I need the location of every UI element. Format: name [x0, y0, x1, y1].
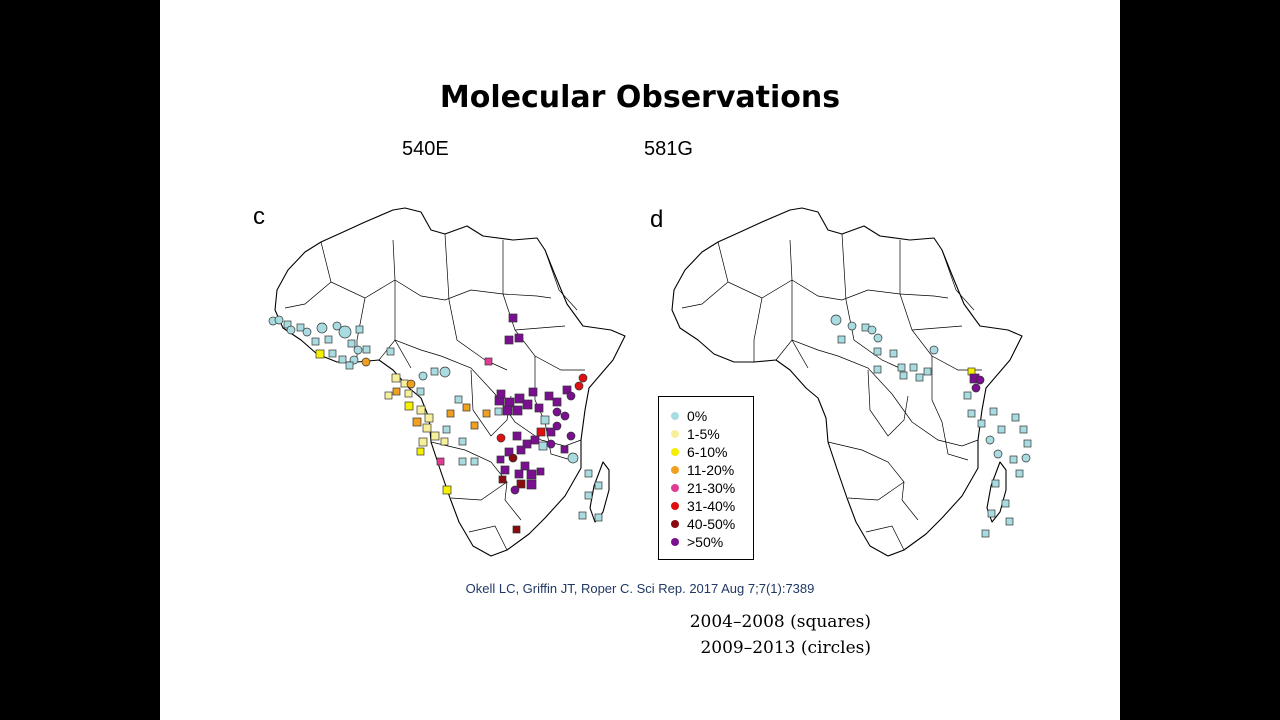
legend-swatch — [671, 466, 679, 475]
legend-swatch — [671, 430, 679, 439]
survey-markers — [268, 313, 603, 534]
legend-swatch — [671, 484, 679, 493]
survey-markers — [830, 314, 1032, 538]
legend-label: 1-5% — [687, 426, 720, 442]
period-circles: 2009–2013 (circles) — [700, 638, 871, 658]
legend-label: 40-50% — [687, 516, 736, 532]
citation: Okell LC, Griffin JT, Roper C. Sci Rep. … — [465, 581, 815, 596]
africa-map-581g — [671, 207, 1032, 557]
country-borders — [284, 233, 585, 551]
legend-swatch — [671, 412, 679, 421]
legend-label: >50% — [687, 534, 724, 550]
legend-label: 0% — [687, 408, 708, 424]
map-legend: 0% 1-5% 6-10% 11-20% 21-30% 31-40% 40-50… — [658, 396, 754, 560]
legend-label: 31-40% — [687, 498, 736, 514]
legend-item: 1-5% — [671, 425, 720, 443]
africa-map-540e — [268, 207, 626, 557]
legend-item: 0% — [671, 407, 707, 425]
legend-label: 21-30% — [687, 480, 736, 496]
column-label-540e: 540E — [402, 138, 449, 160]
legend-item: 11-20% — [671, 461, 734, 479]
slide-title: Molecular Observations — [439, 80, 841, 115]
legend-item: 6-10% — [671, 443, 727, 461]
period-squares: 2004–2008 (squares) — [689, 612, 871, 632]
africa-outline — [274, 207, 626, 557]
africa-outline — [671, 207, 1023, 557]
legend-item: 21-30% — [671, 479, 735, 497]
legend-item: >50% — [671, 533, 723, 551]
legend-swatch — [671, 538, 679, 547]
legend-label: 6-10% — [687, 444, 728, 460]
panel-letter-c: c — [253, 203, 265, 230]
slide: Molecular Observations 540E 581G c d — [160, 0, 1120, 720]
legend-label: 11-20% — [687, 462, 735, 478]
legend-swatch — [671, 502, 679, 511]
legend-swatch — [671, 448, 679, 457]
legend-swatch — [671, 520, 679, 529]
column-label-581g: 581G — [644, 138, 693, 160]
legend-item: 31-40% — [671, 497, 735, 515]
legend-item: 40-50% — [671, 515, 735, 533]
country-borders — [681, 233, 982, 551]
panel-letter-d: d — [650, 206, 664, 233]
